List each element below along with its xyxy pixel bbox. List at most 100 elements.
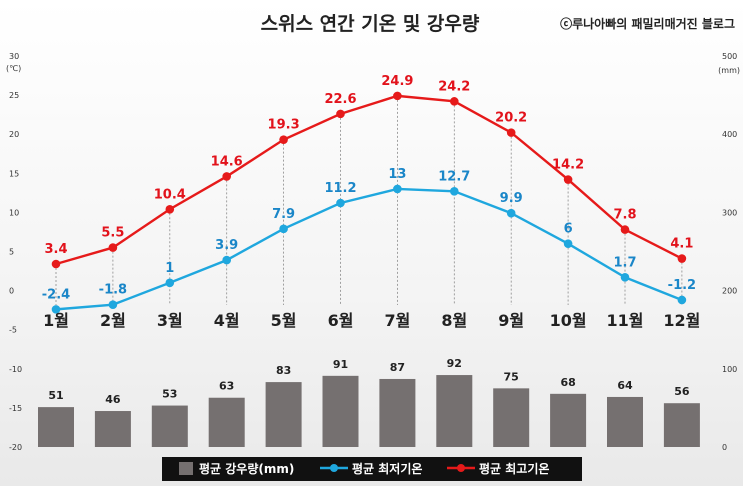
high-temp-point [279, 135, 288, 144]
legend-marker-low [330, 464, 338, 472]
high-temp-label: 5.5 [101, 226, 124, 241]
high-temp-point [506, 128, 516, 137]
month-label: 4월 [214, 311, 240, 330]
low-temp-point [108, 300, 118, 309]
low-temp-point [506, 208, 516, 218]
low-temp-point [563, 239, 573, 248]
y-left-tick: -10 [9, 365, 22, 374]
high-temp-point [393, 91, 402, 101]
data-labels: 51 46 53 63 83 91 87 92 75 68 64 56 -2.4 -1.8 1 3.9 7.9 1… [42, 74, 696, 406]
low-temp-point [165, 278, 175, 288]
low-temp-point [677, 295, 687, 305]
high-temp-point [677, 254, 687, 263]
month-label: 10월 [550, 311, 587, 330]
y-right-tick: 400 [722, 130, 737, 139]
y-left-tick: 10 [9, 208, 19, 217]
high-temp-label: 14.2 [552, 158, 584, 173]
high-temp-label: 14.6 [211, 154, 243, 169]
y-left-tick: 15 [9, 169, 19, 178]
rainfall-bar [493, 388, 530, 447]
low-temp-line [55, 187, 683, 311]
low-temp-label: 6 [564, 222, 573, 237]
legend-box [162, 457, 582, 481]
low-temp-point [450, 186, 459, 196]
y-left-tick: 5 [9, 248, 14, 257]
high-temp-label: 22.6 [324, 92, 356, 107]
low-temp-label: 9.9 [500, 191, 523, 206]
high-temp-point [108, 243, 118, 252]
line-series [51, 91, 687, 314]
rainfall-bar [94, 411, 131, 447]
rainfall-bar [436, 375, 473, 447]
rainfall-bar-label: 75 [504, 370, 519, 383]
rainfall-bar-label: 91 [333, 358, 348, 371]
y-right-tick: 500 [722, 52, 737, 61]
month-label: 12월 [663, 311, 700, 330]
rainfall-bar-label: 68 [560, 376, 575, 389]
month-label: 8월 [441, 311, 467, 330]
legend-label-high: 평균 최고기온 [479, 461, 549, 476]
low-temp-label: -1.2 [668, 278, 696, 293]
low-temp-label: 1.7 [613, 255, 636, 270]
y-right-tick: 0 [722, 443, 727, 452]
high-temp-point [620, 225, 630, 234]
y-left-tick: 30 [9, 52, 19, 61]
legend-swatch-rainfall [179, 462, 193, 475]
rainfall-bar [208, 397, 245, 447]
legend-label-rainfall: 평균 강우량(mm) [199, 462, 294, 476]
rainfall-bar [265, 382, 302, 447]
month-label: 1월 [43, 311, 69, 330]
guide-lines [55, 95, 683, 305]
y-left-tick: 20 [9, 130, 19, 139]
y-left-tick: -20 [9, 443, 22, 452]
legend: 평균 강우량(mm) 평균 최저기온 평균 최고기온 [162, 457, 582, 481]
high-temp-label: 7.8 [613, 208, 636, 223]
high-temp-label: 24.2 [438, 79, 470, 94]
low-temp-point [620, 273, 630, 282]
high-temp-label: 4.1 [670, 237, 693, 252]
y-left-tick: 0 [9, 287, 14, 296]
y-left-tick: -15 [9, 404, 22, 413]
high-temp-point [165, 204, 175, 214]
low-temp-point [393, 184, 402, 194]
rainfall-bar [151, 405, 188, 447]
rainfall-bar [322, 375, 359, 447]
axis-ticks: 30 25 20 15 10 5 0 -5 -10 -15 -20 500 400 300 200 100 0 1… [9, 52, 737, 452]
low-temp-point [279, 224, 288, 234]
rainfall-bar-label: 87 [390, 361, 405, 374]
high-temp-point [51, 259, 61, 269]
y-right-tick: 100 [722, 365, 737, 374]
chart-credit: ⓒ루나아빠의 패밀리매거진 블로그 [560, 16, 735, 31]
high-temp-point [450, 97, 459, 106]
rainfall-bar [550, 393, 587, 447]
low-temp-label: -1.8 [99, 283, 127, 298]
legend-label-low: 평균 최저기온 [352, 461, 422, 476]
rainfall-bar-label: 64 [617, 379, 633, 392]
month-label: 6월 [328, 311, 354, 330]
y-right-tick: 200 [722, 287, 737, 296]
y-left-tick: -5 [9, 326, 17, 335]
month-label: 5월 [271, 311, 297, 330]
month-label: 7월 [384, 311, 410, 330]
low-temp-point [222, 255, 231, 265]
high-temp-point [222, 172, 231, 181]
low-temp-label: 13 [388, 167, 406, 182]
rainfall-bar-label: 83 [276, 364, 291, 377]
low-temp-point [336, 198, 345, 208]
high-temp-point [563, 175, 573, 184]
y-left-unit: (℃) [6, 64, 21, 73]
low-temp-label: -2.4 [42, 287, 70, 302]
low-temp-point [51, 305, 61, 314]
rainfall-bar-label: 63 [219, 380, 234, 393]
rainfall-bar [379, 378, 416, 447]
month-label: 3월 [157, 311, 183, 330]
low-temp-label: 11.2 [324, 181, 356, 196]
rainfall-bar-label: 46 [105, 393, 121, 406]
y-left-tick: 25 [9, 91, 19, 100]
low-temp-label: 12.7 [438, 169, 470, 184]
low-temp-label: 3.9 [215, 238, 238, 253]
rainfall-bar [38, 407, 74, 447]
month-label: 9월 [498, 311, 524, 330]
rainfall-bar [607, 396, 643, 447]
